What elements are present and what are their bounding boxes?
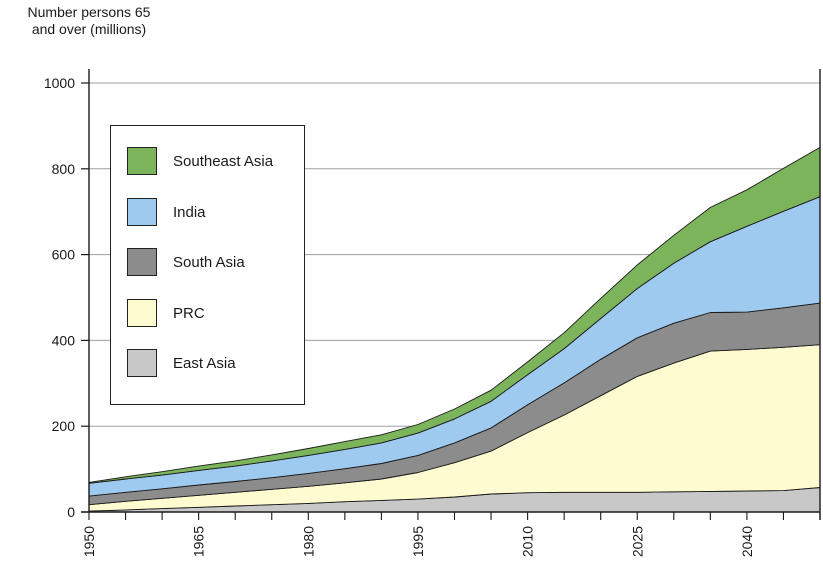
x-tick-label-2025: 2025 (629, 526, 645, 557)
legend-swatch-southeast-asia (127, 147, 157, 175)
y-axis-label-line-1: Number persons 65 (27, 4, 151, 20)
legend-item-india: India (127, 197, 206, 227)
legend-label-india: India (173, 203, 206, 221)
x-tick-label-1980: 1980 (300, 526, 316, 557)
y-axis-label: Number persons 65 and over (millions) (4, 4, 174, 38)
x-tick-label-2010: 2010 (520, 526, 536, 557)
legend-item-south-asia: South Asia (127, 247, 245, 277)
legend-swatch-prc (127, 299, 157, 327)
y-tick-label-800: 800 (52, 161, 76, 177)
y-tick-label-600: 600 (52, 247, 76, 263)
legend: Southeast Asia India South Asia PRC East… (110, 125, 305, 405)
y-axis-label-line-2: and over (millions) (31, 21, 147, 37)
legend-item-southeast-asia: Southeast Asia (127, 146, 273, 176)
x-tick-label-2040: 2040 (739, 526, 755, 557)
legend-item-east-asia: East Asia (127, 348, 236, 378)
x-tick-label-1950: 1950 (81, 526, 97, 557)
y-tick-label-1000: 1000 (44, 75, 75, 91)
y-tick-label-400: 400 (52, 332, 76, 348)
legend-label-south-asia: South Asia (173, 253, 245, 271)
x-tick-label-1995: 1995 (410, 526, 426, 557)
legend-swatch-east-asia (127, 349, 157, 377)
y-tick-label-200: 200 (52, 418, 76, 434)
legend-label-prc: PRC (173, 304, 205, 322)
y-tick-label-0: 0 (67, 504, 75, 520)
legend-label-southeast-asia: Southeast Asia (173, 152, 274, 170)
x-tick-label-1965: 1965 (191, 526, 207, 557)
legend-label-east-asia: East Asia (173, 354, 236, 372)
legend-item-prc: PRC (127, 298, 205, 328)
legend-swatch-india (127, 198, 157, 226)
legend-swatch-south-asia (127, 248, 157, 276)
